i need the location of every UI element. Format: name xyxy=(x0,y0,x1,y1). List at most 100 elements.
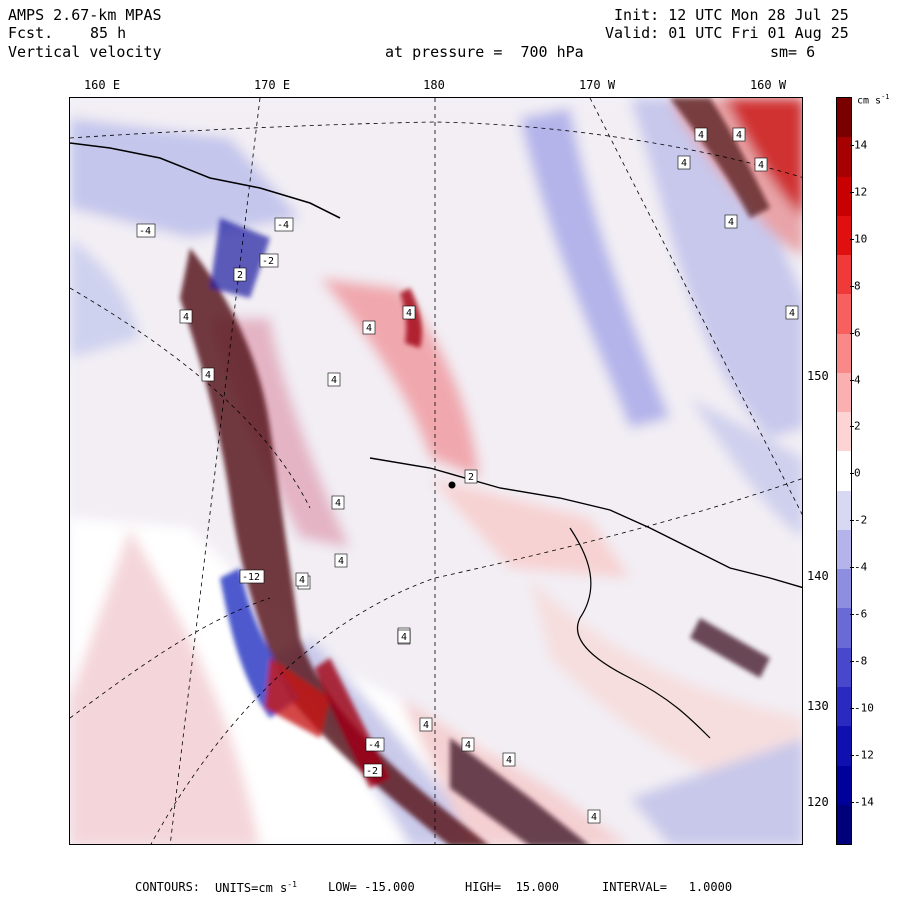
svg-text:4: 4 xyxy=(183,312,189,323)
colorbar-segment xyxy=(837,647,851,687)
svg-text:4: 4 xyxy=(331,375,337,386)
colorbar-tick-label: -12 xyxy=(854,748,874,762)
contour-label: -2 xyxy=(259,253,279,268)
colorbar-segment xyxy=(837,686,851,727)
colorbar-tick-mark xyxy=(850,426,854,428)
svg-text:-2: -2 xyxy=(262,256,274,267)
contour-label: 4 xyxy=(724,214,738,229)
contour-label: 4 xyxy=(694,127,708,142)
contours-label: CONTOURS: xyxy=(135,880,201,894)
colorbar-unit: cm s-1 xyxy=(857,93,890,107)
contour-label: 4 xyxy=(677,155,691,170)
colorbar-tick-label: 2 xyxy=(854,419,861,433)
units-text: UNITS=cm s-1 xyxy=(215,880,297,895)
contour-label: -4 xyxy=(136,223,156,238)
svg-text:4: 4 xyxy=(423,720,429,731)
colorbar-tick-mark xyxy=(850,191,854,193)
colorbar-segment xyxy=(837,451,851,491)
map-canvas: 4 4 4 4 4 4 4 4 4 4 4 4 4 4 4 4 4 4 4 4 … xyxy=(70,98,802,844)
svg-text:4: 4 xyxy=(465,740,471,751)
colorbar-tick-label: -8 xyxy=(854,654,868,668)
svg-text:2: 2 xyxy=(237,270,243,281)
field-shading xyxy=(70,98,802,844)
init-time: Init: 12 UTC Mon 28 Jul 25 xyxy=(614,6,849,24)
vertical-velocity-map: 4 4 4 4 4 4 4 4 4 4 4 4 4 4 4 4 4 4 4 4 … xyxy=(69,97,803,845)
colorbar-tick-mark xyxy=(850,707,854,709)
graticule xyxy=(70,98,802,844)
colorbar-tick-label: 6 xyxy=(854,326,861,340)
model-title: AMPS 2.67-km MPAS xyxy=(8,6,162,24)
colorbar-segment xyxy=(837,372,851,413)
colorbar-tick-mark xyxy=(850,379,854,381)
contour-label: 4 xyxy=(587,809,601,824)
colorbar-segment xyxy=(837,137,851,177)
contour-label: -4 xyxy=(365,737,385,752)
svg-text:4: 4 xyxy=(366,323,372,334)
colorbar-tick-label: -4 xyxy=(854,560,868,574)
colorbar-segment xyxy=(837,569,851,609)
lon-label-180: 180 xyxy=(423,78,445,92)
colorbar-tick-mark xyxy=(850,285,854,287)
svg-text:2: 2 xyxy=(468,472,474,483)
colorbar-tick-mark xyxy=(850,238,854,240)
colorbar-segment xyxy=(837,529,851,570)
contour-label: 4 xyxy=(179,309,193,324)
contour-label: 4 xyxy=(327,372,341,387)
svg-text:4: 4 xyxy=(758,160,764,171)
lat-label-120w: 120 W xyxy=(807,795,844,809)
colorbar-segment xyxy=(837,255,851,295)
svg-text:4: 4 xyxy=(728,217,734,228)
colorbar-segment xyxy=(837,765,851,805)
high-value: HIGH= 15.000 xyxy=(465,880,559,894)
forecast-label: Fcst. xyxy=(8,24,54,42)
colorbar-tick-mark xyxy=(850,473,854,475)
contour-label: 4 xyxy=(754,157,768,172)
lon-label-170e: 170 E xyxy=(253,78,291,92)
contour-label: 4 xyxy=(419,717,433,732)
colorbar-segment xyxy=(837,176,851,216)
svg-text:4: 4 xyxy=(401,632,407,643)
station-marker xyxy=(448,481,456,489)
colorbar-tick-label: 8 xyxy=(854,279,861,293)
colorbar-tick-mark xyxy=(850,520,854,522)
valid-time: Valid: 01 UTC Fri 01 Aug 25 xyxy=(605,24,849,42)
svg-text:4: 4 xyxy=(338,556,344,567)
contour-labels: 4 4 4 4 4 4 4 4 4 4 4 4 4 4 4 4 4 4 4 4 … xyxy=(136,127,799,824)
contour-label: 2 xyxy=(233,267,247,282)
colorbar-tick-label: 12 xyxy=(854,185,868,199)
svg-text:4: 4 xyxy=(736,130,742,141)
lat-label-150w: 150 W xyxy=(807,369,844,383)
contour-label: 4 xyxy=(461,737,475,752)
colorbar-tick-mark xyxy=(850,332,854,334)
contour-label: -4 xyxy=(274,217,294,232)
colorbar-segment xyxy=(837,333,851,373)
lon-label-170w: 170 W xyxy=(578,78,616,92)
lat-label-130w: 130 W xyxy=(807,699,844,713)
colorbar-tick-label: 0 xyxy=(854,466,861,480)
coast-segment xyxy=(569,527,711,739)
field-name: Vertical velocity xyxy=(8,43,162,61)
coastline-north xyxy=(70,142,341,219)
colorbar-tick-label: -6 xyxy=(854,607,868,621)
colorbar-tick-mark xyxy=(850,660,854,662)
interval-value: INTERVAL= 1.0000 xyxy=(602,880,733,894)
colorbar-tick-label: -10 xyxy=(854,701,874,715)
pressure-level: at pressure = 700 hPa xyxy=(385,43,584,61)
svg-text:-2: -2 xyxy=(366,766,378,777)
contour-label: 4 xyxy=(397,629,411,644)
contour-label: 2 xyxy=(464,469,478,484)
contour-label: 4 xyxy=(732,127,746,142)
colorbar-segment xyxy=(837,608,851,648)
smoothing-value: sm= 6 xyxy=(770,43,816,61)
svg-text:4: 4 xyxy=(698,130,704,141)
colorbar-segment xyxy=(837,98,851,138)
lat-label-140w: 140 W xyxy=(807,569,844,583)
svg-text:-4: -4 xyxy=(139,226,151,237)
colorbar-segment xyxy=(837,490,851,530)
colorbar-tick-mark xyxy=(850,754,854,756)
lon-label-160e: 160 E xyxy=(83,78,121,92)
svg-text:-4: -4 xyxy=(277,220,289,231)
svg-text:4: 4 xyxy=(406,308,412,319)
contour-label: 4 xyxy=(502,752,516,767)
svg-text:4: 4 xyxy=(681,158,687,169)
